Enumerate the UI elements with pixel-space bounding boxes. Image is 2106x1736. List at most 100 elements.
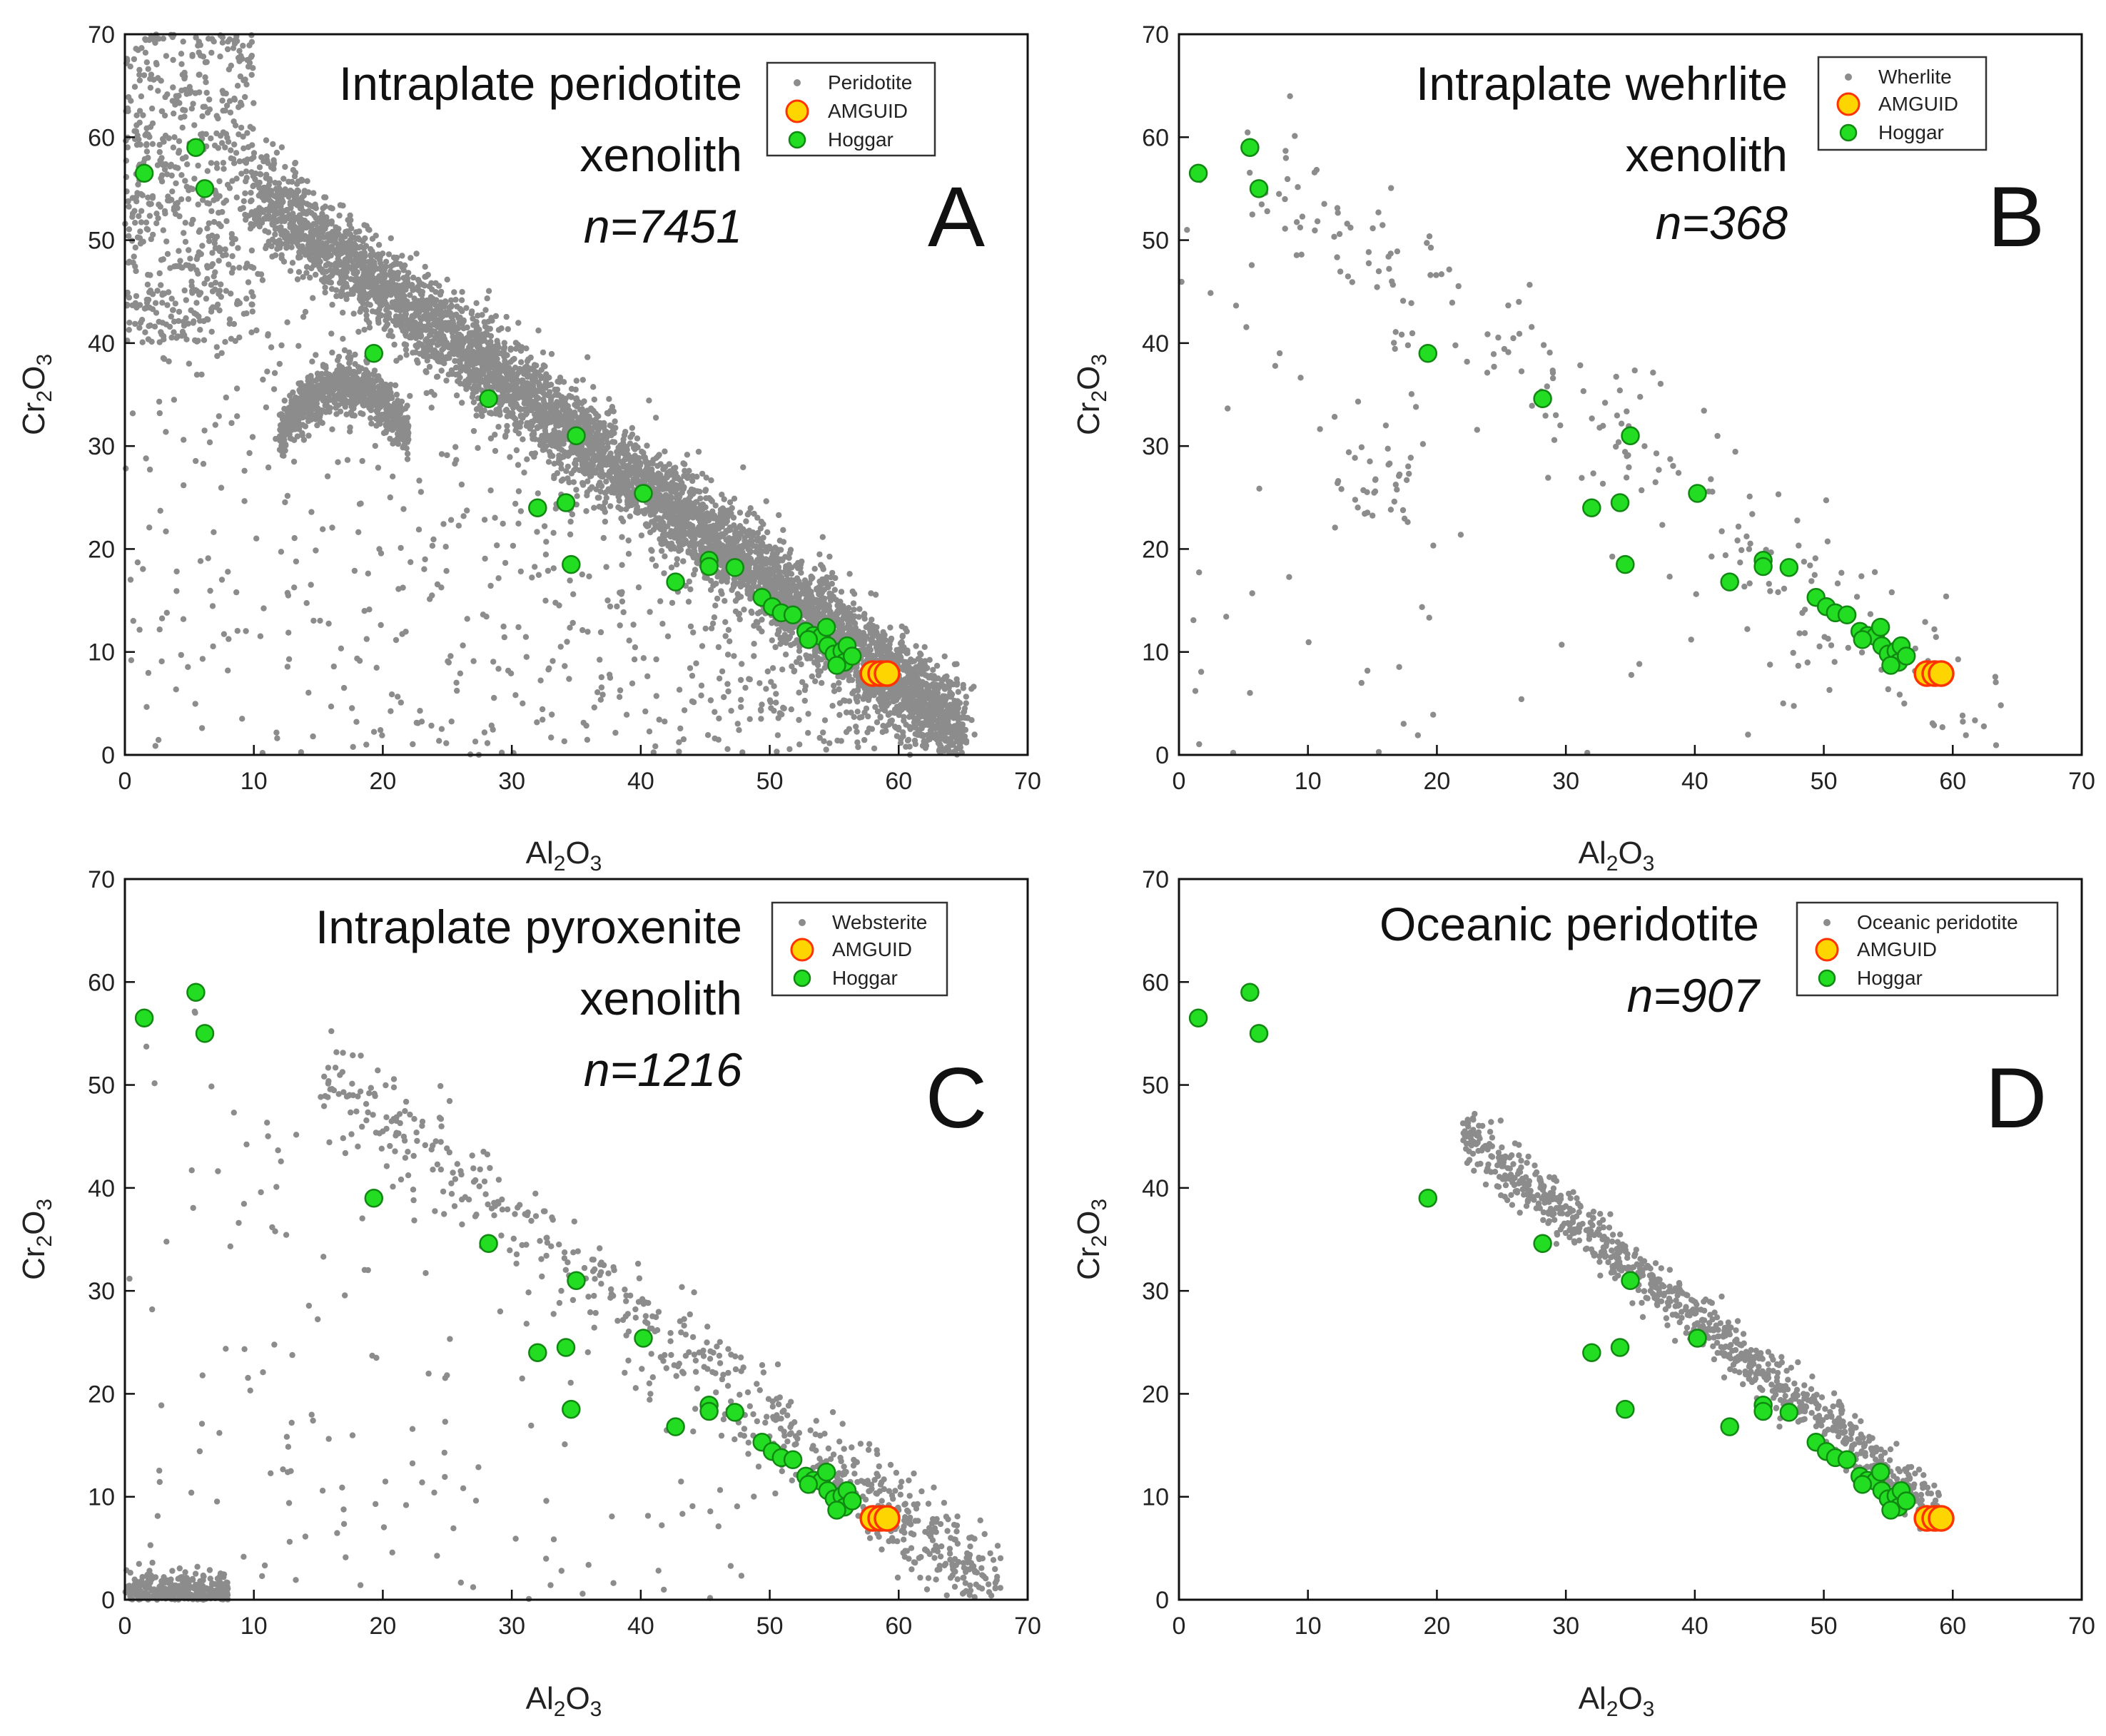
background-point — [756, 680, 763, 686]
background-point — [503, 313, 510, 320]
background-point — [178, 51, 185, 57]
background-point — [515, 624, 522, 631]
background-point — [579, 377, 586, 383]
background-point — [259, 277, 266, 283]
background-point — [458, 297, 465, 303]
background-point — [197, 558, 204, 564]
background-point — [295, 269, 303, 275]
background-point — [740, 464, 746, 471]
background-point — [612, 729, 619, 736]
background-point — [763, 498, 769, 504]
background-point — [219, 39, 226, 46]
background-point — [764, 529, 771, 536]
background-point — [451, 289, 457, 295]
background-point — [772, 644, 779, 651]
background-point — [278, 144, 285, 151]
background-point — [642, 708, 649, 715]
background-point — [619, 598, 626, 605]
background-point — [145, 154, 151, 161]
background-point — [960, 681, 966, 689]
background-point — [191, 318, 197, 325]
background-point — [340, 335, 346, 342]
background-point — [199, 113, 206, 120]
background-point — [273, 149, 280, 156]
background-point — [136, 213, 142, 220]
background-point — [444, 452, 450, 459]
background-point — [764, 668, 771, 675]
background-point — [404, 450, 411, 457]
background-point — [310, 295, 316, 301]
background-point — [147, 84, 154, 91]
background-point — [248, 71, 255, 78]
background-point — [543, 539, 550, 545]
background-point — [149, 195, 156, 201]
background-point — [153, 61, 160, 68]
background-point — [222, 339, 228, 345]
background-point — [144, 281, 151, 288]
background-point — [739, 661, 745, 667]
background-point — [272, 180, 278, 186]
background-point — [722, 619, 729, 625]
background-point — [470, 399, 477, 405]
background-point — [443, 568, 450, 574]
background-point — [220, 160, 227, 166]
background-point — [240, 42, 246, 49]
background-point — [482, 555, 488, 562]
background-point — [159, 300, 166, 306]
background-point — [690, 629, 697, 636]
background-point — [221, 166, 227, 172]
background-point — [137, 141, 143, 148]
background-point — [220, 107, 226, 114]
background-point — [468, 310, 475, 317]
background-point — [393, 636, 400, 644]
background-point — [170, 307, 176, 313]
background-point — [200, 460, 207, 467]
background-point — [303, 600, 310, 606]
background-point — [193, 372, 201, 378]
background-point — [196, 89, 203, 96]
background-point — [599, 473, 606, 480]
background-point — [602, 518, 609, 525]
background-point — [788, 641, 794, 649]
background-point — [263, 245, 269, 252]
background-point — [727, 638, 733, 644]
background-point — [223, 394, 229, 401]
background-point — [759, 628, 765, 635]
background-point — [757, 525, 764, 532]
background-point — [677, 725, 684, 732]
background-point — [517, 365, 523, 372]
background-point — [552, 599, 559, 606]
background-point — [459, 308, 465, 315]
background-point — [414, 357, 420, 364]
background-point — [171, 329, 177, 335]
background-point — [481, 729, 488, 736]
background-point — [281, 218, 288, 225]
background-point — [564, 639, 570, 645]
background-point — [236, 264, 243, 271]
background-point — [186, 262, 192, 269]
background-point — [831, 682, 837, 689]
background-point — [724, 651, 731, 658]
background-point — [826, 740, 833, 746]
background-point — [287, 268, 294, 274]
background-point — [375, 242, 383, 248]
background-point — [490, 659, 497, 665]
background-point — [617, 506, 624, 512]
background-point — [156, 398, 163, 405]
background-point — [198, 371, 205, 378]
background-point — [550, 529, 557, 536]
background-point — [218, 484, 225, 491]
background-point — [236, 334, 243, 341]
background-point — [658, 547, 665, 554]
background-point — [449, 370, 455, 377]
background-point — [241, 467, 248, 474]
background-point — [341, 347, 348, 353]
background-point — [171, 397, 178, 403]
background-point — [136, 626, 143, 633]
background-point — [143, 59, 150, 66]
background-point — [567, 531, 574, 538]
background-point — [453, 679, 460, 686]
background-point — [782, 651, 789, 658]
background-point — [754, 610, 761, 616]
background-point — [540, 716, 546, 723]
